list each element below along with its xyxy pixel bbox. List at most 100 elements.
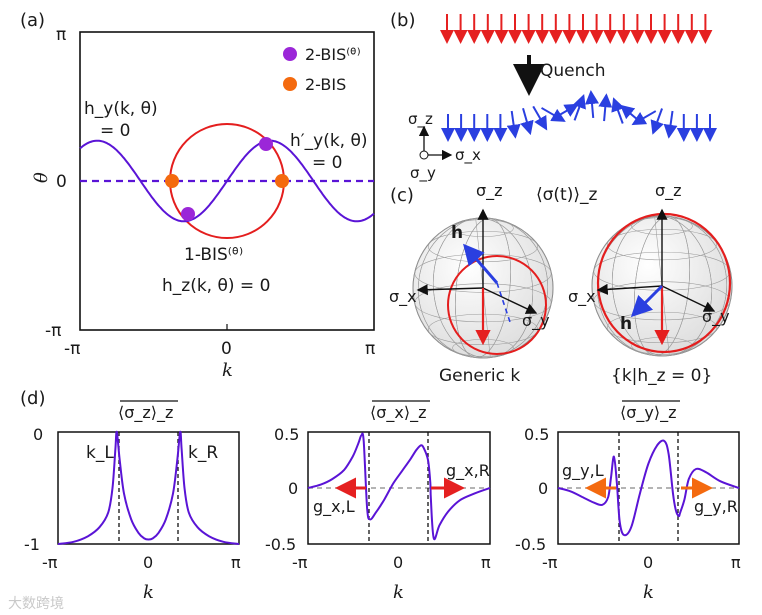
d3-ytick-2: -0.5 [515,535,546,554]
a-2bis-point-right [275,174,289,188]
c-right-h-label: h [620,314,632,334]
panel-b: (b) Quench σ_z σ_x σ_y [390,10,717,183]
d2-ann-gxL: g_x,L [313,497,355,517]
b-blue-spin-arrow [572,94,586,121]
b-blue-spin-arrow [520,107,534,136]
d2-ytick-0: 0.5 [274,425,299,444]
c-left-h-label: h [451,223,463,243]
b-blue-spin-arrow [532,105,548,131]
a-ann-bis-line1: 1-BIS⁽ᶿ⁾ [184,245,243,265]
a-ann-hyp-line2: = 0 [312,153,342,173]
b-blue-spin-row [441,90,717,142]
b-blue-spin-arrow [541,107,566,122]
d1-xtick-0: -π [42,553,58,572]
d-plot-sigma-y: ⟨σ_y⟩_z 0.5 0 -0.5 -π 0 π k g_y,L g_y,R [515,400,741,603]
d3-xtick-0: -π [542,553,558,572]
d3-ann-gyR: g_y,R [694,497,738,517]
a-xtick-left: -π [64,339,80,359]
d2-xtick-2: π [481,553,491,572]
d1-title: ⟨σ_z⟩_z [118,403,173,423]
d2-ann-gxR: g_x,R [446,461,490,481]
b-blue-spin-arrow [631,110,657,126]
d-plot-sigma-z: ⟨σ_z⟩_z 0 -1 -π 0 π k k_L k_R [24,400,241,603]
b-blue-spin-arrow [663,110,678,139]
b-sigma-z: σ_z [408,110,433,129]
d3-xtick-1: 0 [643,553,653,572]
a-ann-hy-line2: = 0 [100,121,130,141]
a-xlabel: k [222,360,233,381]
d3-xlabel: k [643,582,654,603]
panel-a-label: (a) [20,10,45,31]
b-blue-spin-arrow [506,110,521,139]
d2-xtick-1: 0 [393,553,403,572]
a-2bis-point-left [165,174,179,188]
b-sigma-y-marker [419,150,429,160]
d2-title: ⟨σ_x⟩_z [370,403,427,423]
b-sigma-y: σ_y [410,164,436,183]
d3-xtick-2: π [731,553,741,572]
d3-title: ⟨σ_y⟩_z [620,403,677,423]
panel-a: (a) π 0 -π -π 0 π k θ 2-BIS⁽ᶿ⁾ 2-BIS h_y… [20,10,375,381]
a-legend-label-1: 2-BIS⁽ᶿ⁾ [305,45,361,64]
d2-curve [307,432,491,541]
b-blue-spin-arrow [611,97,625,124]
c-right-sigma-x: σ_x [568,287,596,307]
b-blue-spin-arrow [650,108,664,135]
panel-d: (d) ⟨σ_z⟩_z 0 -1 -π 0 π k k_L k_R ⟨σ_x⟩_… [20,388,741,603]
c-left-sigma-y: σ_y [522,311,550,331]
panel-c-label: (c) [390,185,414,206]
d3-ytick-1: 0 [538,479,548,498]
d2-xlabel: k [393,582,404,603]
b-blue-spin-arrow [598,93,613,122]
a-ytick-bottom: -π [45,321,61,341]
c-left-precession-circle [447,255,547,355]
c-right-sigma-y: σ_y [702,307,730,327]
a-2bis-theta-point-right [259,137,273,151]
a-legend-marker-orange [283,77,297,91]
d2-ytick-1: 0 [288,479,298,498]
d2-xtick-0: -π [292,553,308,572]
a-ylabel: θ [31,172,52,183]
c-left-sigma-z: σ_z [476,181,503,201]
panel-c: (c) ⟨σ(t)⟩_z σ_z σ_x σ_y h Generic k [389,181,733,386]
b-sigma-x: σ_x [455,146,481,165]
b-blue-spin-arrow [585,90,599,119]
d1-ytick-1: -1 [24,535,40,554]
a-legend-marker-purple [283,47,297,61]
a-hy-zero-curve [79,139,375,223]
d2-ytick-2: -0.5 [265,535,296,554]
a-ann-bis-line2: h_z(k, θ) = 0 [162,276,270,296]
c-left-sigma-x: σ_x [389,287,417,307]
d1-curve [57,430,240,545]
c-right-h-arrow [630,284,664,318]
a-2bis-theta-point-left [181,207,195,221]
d3-ytick-0: 0.5 [524,425,549,444]
a-legend-label-2: 2-BIS [305,75,346,94]
d1-xlabel: k [143,582,154,603]
c-right-sphere: σ_z σ_x σ_y h {k|h_z = 0} [568,181,733,386]
c-right-sigma-z: σ_z [655,181,682,201]
panel-d-label: (d) [20,388,45,409]
c-right-caption: {k|h_z = 0} [611,366,712,386]
c-left-h-axis [496,282,511,323]
c-title: ⟨σ(t)⟩_z [536,185,597,205]
watermark: 大数跨境 [8,596,64,612]
d1-ann-kR: k_R [188,443,218,463]
sphere-grid-meridian [417,217,549,359]
a-ytick-top: π [56,25,66,45]
d1-ytick-0: 0 [33,425,43,444]
a-xtick-mid: 0 [221,339,232,359]
panel-b-label: (b) [390,10,415,31]
d3-curve [557,439,740,537]
c-left-sphere: σ_z σ_x σ_y h Generic k [389,181,554,386]
a-ytick-mid: 0 [56,172,67,192]
c-left-caption: Generic k [439,366,520,386]
a-ann-hyp-line1: h′_y(k, θ) [290,131,368,151]
c-left-h-arrow [463,243,499,284]
d1-ann-kL: k_L [86,443,114,463]
d-plot-sigma-x: ⟨σ_x⟩_z 0.5 0 -0.5 -π 0 π k g_x,L g_x,R [265,400,491,603]
d1-xtick-2: π [231,553,241,572]
d1-xtick-1: 0 [143,553,153,572]
b-quench-label: Quench [540,61,606,81]
